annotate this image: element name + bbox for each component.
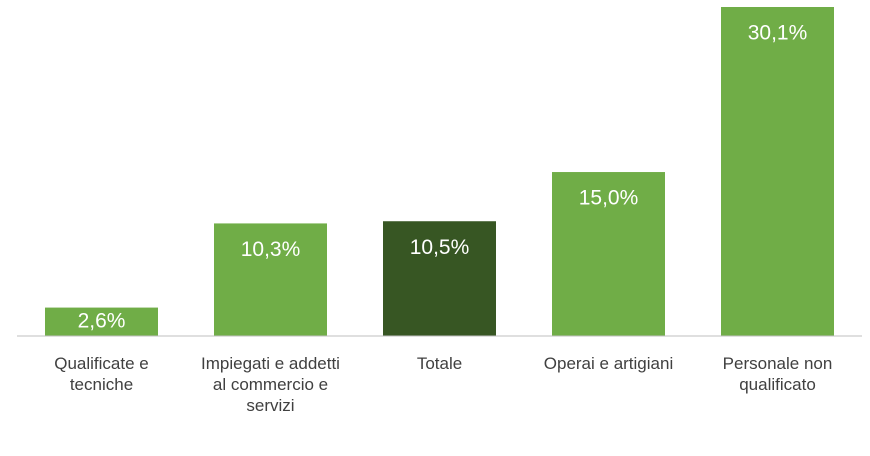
value-label: 2,6% — [78, 309, 126, 332]
x-tick-label: Impiegati e addetti al commercio e servi… — [201, 354, 340, 415]
bar — [721, 7, 834, 336]
bar — [214, 223, 327, 336]
bar — [552, 172, 665, 336]
value-label: 10,5% — [410, 236, 470, 259]
x-tick-label: Operai e artigiani — [543, 354, 674, 373]
bar — [45, 307, 158, 336]
x-tick-label: Totale — [416, 354, 463, 373]
x-tick-label: Personale non qualificato — [722, 354, 833, 394]
value-label: 10,3% — [241, 238, 301, 261]
value-label: 30,1% — [748, 22, 808, 45]
value-label: 15,0% — [579, 187, 639, 210]
x-tick-label: Qualificate e tecniche — [54, 354, 149, 394]
bar — [383, 221, 496, 336]
